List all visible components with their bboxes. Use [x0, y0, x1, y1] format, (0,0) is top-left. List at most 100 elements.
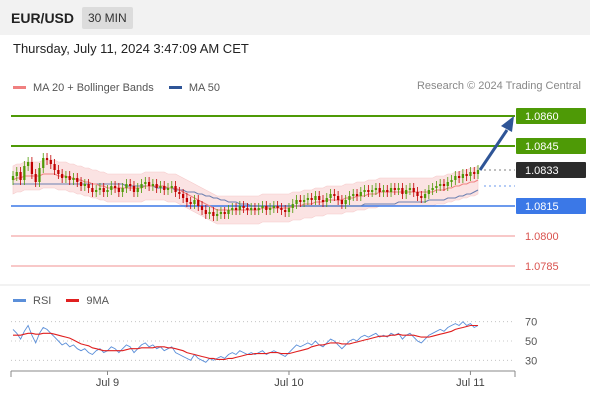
candle-body [64, 176, 68, 178]
level-tag-box [516, 162, 586, 178]
candle-body [76, 178, 79, 182]
rsi-legend: RSI 9MA [13, 293, 121, 307]
candle-body [234, 208, 238, 210]
level-tag-box [516, 138, 586, 154]
candle-body [397, 188, 400, 190]
candle-body [79, 182, 83, 186]
candle-body [253, 208, 257, 210]
candle-body [401, 188, 404, 194]
candle-body [314, 196, 317, 200]
legend-label-ma50: MA 50 [188, 81, 221, 94]
rsi-tick-label: 30 [525, 355, 537, 367]
candle-body [181, 194, 185, 198]
level-tag-1-0860: 1.0860 [516, 108, 586, 124]
level-tag-1-0800: 1.0800 [525, 231, 559, 243]
candle-body [246, 208, 249, 210]
candle-body [140, 184, 143, 188]
x-tick-label: Jul 9 [96, 377, 119, 389]
candle-body [431, 188, 434, 190]
candle-body [257, 208, 260, 210]
candle-body [355, 194, 359, 196]
candle-body [163, 186, 166, 190]
candle-body [200, 206, 204, 210]
candle-body [393, 188, 396, 190]
candle-body [238, 206, 241, 210]
candle-body [261, 206, 264, 208]
candle-body [382, 190, 385, 192]
candle-body [446, 182, 449, 186]
level-tag-text: 1.0815 [525, 201, 559, 213]
candle-body [476, 170, 480, 174]
projection-arrow-head [501, 116, 514, 132]
candle-body [457, 176, 461, 178]
candle-body [147, 182, 151, 186]
timestamp-label: Thursday, July 11, 2024 3:47:09 AM CET [13, 41, 249, 56]
candle-body [242, 206, 245, 208]
candle-body [405, 190, 408, 194]
candle-body [42, 158, 45, 168]
candle-body [227, 210, 230, 214]
candle-body [310, 198, 313, 200]
legend-item-ma50[interactable]: MA 50 [168, 81, 221, 94]
candle-body [125, 184, 128, 188]
candle-body [132, 186, 136, 192]
level-tag-text: 1.0845 [525, 141, 559, 153]
candle-body [408, 188, 412, 190]
candle-body [106, 190, 109, 192]
candle-body [416, 192, 419, 196]
bollinger-band [12, 159, 479, 225]
candle-body [276, 206, 279, 208]
candle-body [117, 188, 120, 192]
rsi-ma-line [13, 324, 478, 360]
candle-body [469, 172, 472, 176]
candle-body [454, 176, 457, 180]
candle-body [49, 160, 52, 164]
candle-body [329, 194, 332, 198]
candles [11, 153, 480, 221]
candle-body [185, 198, 189, 202]
candle-body [87, 184, 90, 188]
level-tag-1-0815: 1.0815 [516, 198, 586, 214]
candle-body [374, 188, 378, 190]
level-tag-box [516, 108, 586, 124]
legend-item-ma20[interactable]: MA 20 + Bollinger Bands [13, 82, 154, 94]
rsi-tick-label: 70 [525, 317, 537, 329]
candle-body [26, 162, 30, 166]
legend-item-rsi[interactable]: RSI [13, 295, 51, 307]
candle-body [53, 164, 56, 170]
candle-body [57, 170, 60, 174]
level-tag-text: 1.0860 [525, 111, 559, 123]
candle-body [83, 184, 86, 186]
level-tag-box [516, 198, 586, 214]
candle-body [280, 208, 283, 210]
level-tag-1-0845: 1.0845 [516, 138, 586, 154]
candle-body [30, 162, 34, 174]
candle-body [344, 200, 347, 204]
candle-body [461, 174, 465, 178]
candle-body [386, 190, 389, 192]
candle-body [23, 166, 26, 180]
candle-body [197, 200, 200, 206]
candle-body [91, 188, 94, 192]
candle-body [98, 188, 102, 190]
candle-body [151, 184, 155, 186]
candle-body [113, 186, 117, 188]
instrument-label: EUR/USD [11, 10, 75, 26]
candle-body [473, 172, 476, 174]
legend-label-9ma: 9MA [86, 294, 110, 307]
legend-label-rsi: RSI [33, 294, 52, 307]
candle-body [144, 182, 147, 184]
x-tick-label: Jul 11 [456, 377, 485, 389]
level-tag-1-0785: 1.0785 [525, 261, 559, 273]
candle-body [435, 186, 438, 188]
candle-body [465, 174, 468, 176]
candle-body [287, 208, 291, 212]
candle-body [208, 212, 211, 214]
legend-swatch-ma50 [168, 86, 182, 89]
candle-body [363, 190, 366, 192]
legend-item-9ma[interactable]: 9MA [66, 295, 109, 307]
candle-body [333, 194, 336, 196]
candle-body [423, 194, 427, 198]
candle-body [11, 176, 15, 180]
timeframe-button[interactable]: 30 MIN [82, 7, 133, 29]
